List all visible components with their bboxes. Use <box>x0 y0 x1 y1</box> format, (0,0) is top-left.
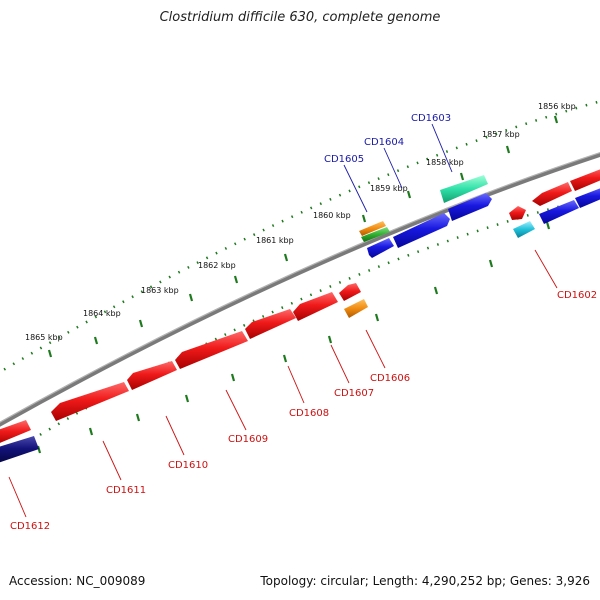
forward-strand-genes <box>359 175 600 258</box>
reverse-label-leaders <box>8 249 558 518</box>
gene-cd1606[interactable] <box>344 299 368 318</box>
gene-label-cd1608: CD1608 <box>289 408 329 419</box>
gene-label-cd1605: CD1605 <box>324 154 364 165</box>
kbp-label-1865: 1865 kbp <box>25 333 63 342</box>
gene-label-cd1603: CD1603 <box>411 113 451 124</box>
gene-label-cd1604: CD1604 <box>364 137 404 148</box>
gene-label-cd1606: CD1606 <box>370 373 410 384</box>
gene-red-reverse-1[interactable] <box>532 182 572 206</box>
outer-tick-track <box>0 100 600 374</box>
kbp-label-1863: 1863 kbp <box>141 286 179 295</box>
gene-cd1602-red[interactable] <box>509 206 526 220</box>
gene-cd1609[interactable] <box>245 309 296 339</box>
gene-cd1612[interactable] <box>0 436 39 464</box>
gene-red-reverse-left[interactable] <box>0 420 31 445</box>
genome-title: Clostridium difficile 630, complete geno… <box>159 10 441 25</box>
gene-label-cd1607: CD1607 <box>334 388 374 399</box>
gene-label-cd1611: CD1611 <box>106 485 146 496</box>
gene-cd1610[interactable] <box>175 331 248 369</box>
gene-cd1607[interactable] <box>339 283 361 301</box>
gene-cd1608[interactable] <box>293 292 338 321</box>
kbp-label-1860: 1860 kbp <box>313 211 351 220</box>
inner-tick-track <box>0 194 600 461</box>
genome-backbone <box>0 152 600 427</box>
gene-label-cd1612: CD1612 <box>10 521 50 532</box>
kbp-label-1864: 1864 kbp <box>83 309 121 318</box>
genome-summary-text: Topology: circular; Length: 4,290,252 bp… <box>260 574 590 588</box>
kbp-label-1856: 1856 kbp <box>538 102 576 111</box>
inner-major-ticks <box>36 221 551 454</box>
kbp-label-1862: 1862 kbp <box>198 261 236 270</box>
kbp-label-1859: 1859 kbp <box>370 184 408 193</box>
gene-blue-forward-1[interactable] <box>367 238 394 258</box>
outer-major-ticks <box>47 115 559 358</box>
kbp-label-1858: 1858 kbp <box>426 158 464 167</box>
gene-cd1605-green[interactable] <box>361 227 390 242</box>
gene-blue-forward-4[interactable] <box>575 186 600 208</box>
gene-label-cd1609: CD1609 <box>228 434 268 445</box>
gene-blue-forward-2[interactable] <box>448 193 492 221</box>
gene-cd1602-cyan[interactable] <box>513 221 535 238</box>
kbp-label-1861: 1861 kbp <box>256 236 294 245</box>
gene-cd1604[interactable] <box>393 213 450 248</box>
kbp-label-1857: 1857 kbp <box>482 130 520 139</box>
gene-label-cd1610: CD1610 <box>168 460 208 471</box>
gene-cd1611-a[interactable] <box>127 361 177 390</box>
accession-text: Accession: NC_009089 <box>9 574 146 588</box>
gene-cd1611-b[interactable] <box>51 382 129 421</box>
gene-cd1603[interactable] <box>440 175 488 203</box>
genome-backbone-highlight <box>0 152 600 423</box>
gene-cd1605-orange[interactable] <box>359 221 386 236</box>
gene-red-reverse-2[interactable] <box>570 167 600 191</box>
gene-blue-forward-3[interactable] <box>539 200 579 224</box>
forward-label-leaders <box>343 123 453 213</box>
reverse-strand-genes <box>0 167 600 464</box>
gene-label-cd1602: CD1602 <box>557 290 597 301</box>
